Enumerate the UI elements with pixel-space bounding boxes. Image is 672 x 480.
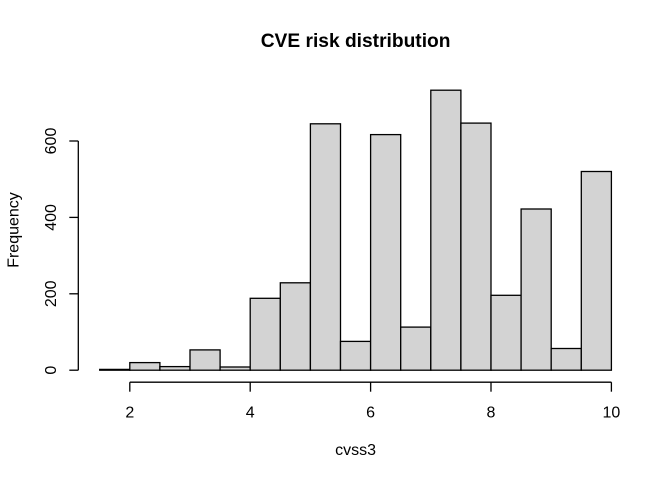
svg-text:6: 6 [366,405,375,422]
svg-text:10: 10 [603,405,621,422]
svg-text:200: 200 [43,280,60,307]
svg-text:Frequency: Frequency [6,192,23,268]
svg-text:CVE risk distribution: CVE risk distribution [261,31,451,52]
svg-text:4: 4 [246,405,255,422]
svg-text:400: 400 [43,204,60,231]
svg-text:600: 600 [43,128,60,155]
svg-text:2: 2 [125,405,134,422]
svg-text:8: 8 [487,405,496,422]
svg-text:cvss3: cvss3 [335,442,376,459]
svg-text:0: 0 [43,366,60,375]
